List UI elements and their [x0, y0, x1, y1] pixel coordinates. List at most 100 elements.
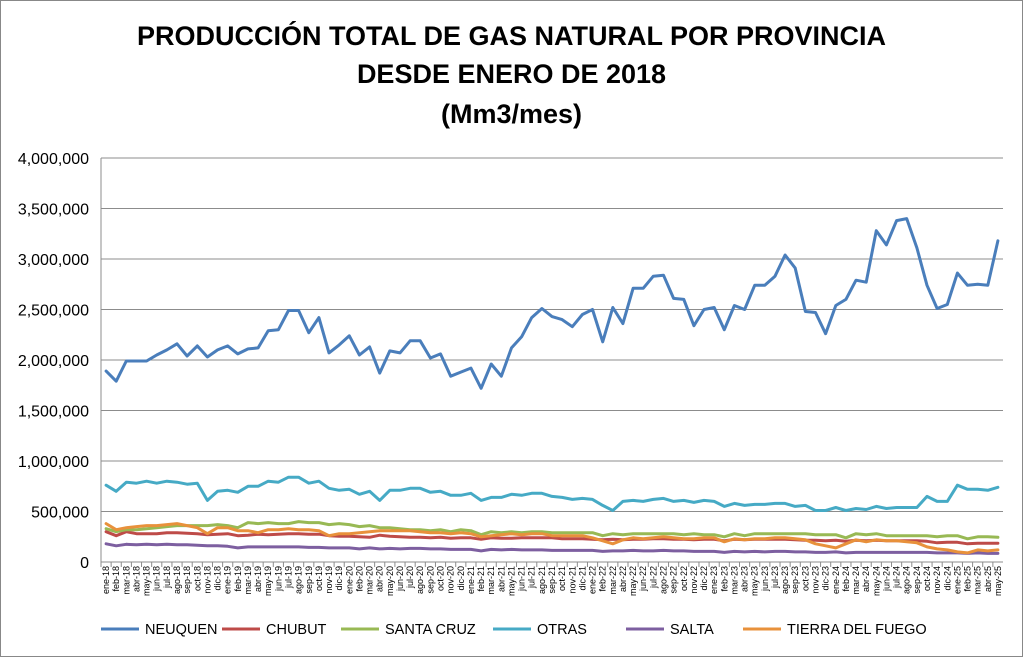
x-tick-label: jun-18 — [152, 566, 162, 592]
x-tick-label: may-23 — [750, 566, 760, 596]
y-tick-label: 2,000,000 — [18, 353, 89, 370]
x-tick-label: may-21 — [506, 566, 516, 596]
x-tick-label: jun-19 — [273, 566, 283, 592]
legend-entry: TIERRA DEL FUEGO — [787, 622, 927, 638]
x-tick-label: mar-21 — [486, 566, 496, 595]
x-tick-label: jul-24 — [892, 566, 902, 589]
series-line-santa-cruz — [104, 520, 1000, 541]
x-tick-label: ene-18 — [101, 566, 111, 594]
x-tick-label: mar-18 — [121, 566, 131, 595]
chart-title-line-2: DESDE ENERO DE 2018 — [356, 59, 667, 89]
x-tick-label: ago-22 — [658, 566, 668, 594]
x-tick-label: ene-20 — [344, 566, 354, 594]
x-tick-label: dic-19 — [334, 566, 344, 591]
y-tick-label: 500,000 — [31, 505, 89, 522]
chart-title-line-1: PRODUCCIÓN TOTAL DE GAS NATURAL POR PROV… — [136, 21, 887, 51]
x-tick-label: dic-24 — [942, 566, 952, 591]
x-tick-label: oct-18 — [192, 566, 202, 591]
x-tick-label: oct-23 — [800, 566, 810, 591]
x-tick-label: jul-22 — [648, 566, 658, 589]
x-tick-label: mar-23 — [729, 566, 739, 595]
x-tick-label: mar-20 — [365, 566, 375, 595]
x-tick-label: ago-20 — [415, 566, 425, 594]
x-tick-label: jun-23 — [760, 566, 770, 592]
x-tick-label: jun-21 — [517, 566, 527, 592]
x-tick-label: dic-20 — [456, 566, 466, 591]
x-tick-label: ago-19 — [294, 566, 304, 594]
x-tick-label: oct-22 — [679, 566, 689, 591]
x-tick-label: nov-24 — [932, 566, 942, 594]
series-line-tierra-del-fuego — [104, 522, 1000, 555]
x-tick-label: ene-21 — [466, 566, 476, 594]
y-tick-label: 3,000,000 — [18, 252, 89, 269]
x-tick-label: abr-21 — [496, 566, 506, 592]
x-tick-label: jun-22 — [638, 566, 648, 592]
y-tick-label: 0 — [80, 555, 89, 572]
x-tick-label: may-24 — [871, 566, 881, 596]
y-tick-label: 1,000,000 — [18, 454, 89, 471]
x-tick-label: ago-23 — [780, 566, 790, 594]
x-tick-label: nov-23 — [811, 566, 821, 594]
x-tick-label: sep-22 — [669, 566, 679, 594]
legend-entry: SANTA CRUZ — [385, 622, 476, 638]
x-tick-label: sep-18 — [182, 566, 192, 594]
x-tick-label: nov-18 — [202, 566, 212, 594]
x-tick-label: oct-24 — [922, 566, 932, 591]
x-tick-label: sep-23 — [790, 566, 800, 594]
x-tick-label: feb-18 — [111, 566, 121, 592]
x-tick-label: mar-24 — [851, 566, 861, 595]
x-tick-label: dic-18 — [213, 566, 223, 591]
y-tick-label: 2,500,000 — [18, 303, 89, 320]
x-tick-label: abr-23 — [740, 566, 750, 592]
x-tick-label: abr-24 — [861, 566, 871, 592]
x-tick-label: feb-24 — [841, 566, 851, 592]
x-tick-label: nov-20 — [446, 566, 456, 594]
x-tick-label: sep-21 — [547, 566, 557, 594]
y-tick-label: 4,000,000 — [18, 151, 89, 168]
x-tick-label: ago-21 — [537, 566, 547, 594]
y-tick-label: 1,500,000 — [18, 404, 89, 421]
series-line-otras — [104, 475, 1000, 512]
legend-entry: CHUBUT — [266, 622, 327, 638]
x-tick-label: jun-20 — [395, 566, 405, 592]
x-tick-label: dic-22 — [699, 566, 709, 591]
x-tick-label: abr-19 — [253, 566, 263, 592]
x-tick-label: nov-21 — [567, 566, 577, 594]
x-tick-label: oct-20 — [436, 566, 446, 591]
x-tick-label: jul-19 — [283, 566, 293, 589]
series-line-salta — [104, 542, 1000, 555]
legend-entry: SALTA — [670, 622, 714, 638]
chart-title-line-3: (Mm3/mes) — [440, 99, 583, 129]
x-tick-label: mar-22 — [608, 566, 618, 595]
x-tick-label: sep-19 — [304, 566, 314, 594]
x-tick-label: ene-22 — [588, 566, 598, 594]
x-tick-label: may-18 — [142, 566, 152, 596]
y-tick-label: 3,500,000 — [18, 202, 89, 219]
x-tick-label: mar-19 — [243, 566, 253, 595]
x-tick-label: feb-22 — [598, 566, 608, 592]
x-tick-label: sep-20 — [425, 566, 435, 594]
x-tick-label: may-25 — [993, 566, 1003, 596]
x-tick-label: feb-20 — [354, 566, 364, 592]
legend-entry: OTRAS — [537, 622, 587, 638]
x-tick-label: jul-21 — [527, 566, 537, 589]
x-tick-label: ago-18 — [172, 566, 182, 594]
x-tick-label: sep-24 — [912, 566, 922, 594]
x-tick-label: abr-18 — [131, 566, 141, 592]
x-tick-label: may-20 — [385, 566, 395, 596]
x-tick-label: feb-23 — [719, 566, 729, 592]
x-tick-label: abr-22 — [618, 566, 628, 592]
x-tick-label: ene-19 — [223, 566, 233, 594]
x-tick-label: jul-23 — [770, 566, 780, 589]
x-tick-label: nov-19 — [324, 566, 334, 594]
x-tick-label: ago-24 — [902, 566, 912, 594]
x-tick-label: ene-25 — [952, 566, 962, 594]
x-tick-label: jul-20 — [405, 566, 415, 589]
x-tick-label: oct-21 — [557, 566, 567, 591]
x-tick-label: abr-25 — [983, 566, 993, 592]
x-tick-label: jul-18 — [162, 566, 172, 589]
x-tick-label: jun-24 — [881, 566, 891, 592]
x-tick-label: feb-21 — [476, 566, 486, 592]
x-tick-label: abr-20 — [375, 566, 385, 592]
